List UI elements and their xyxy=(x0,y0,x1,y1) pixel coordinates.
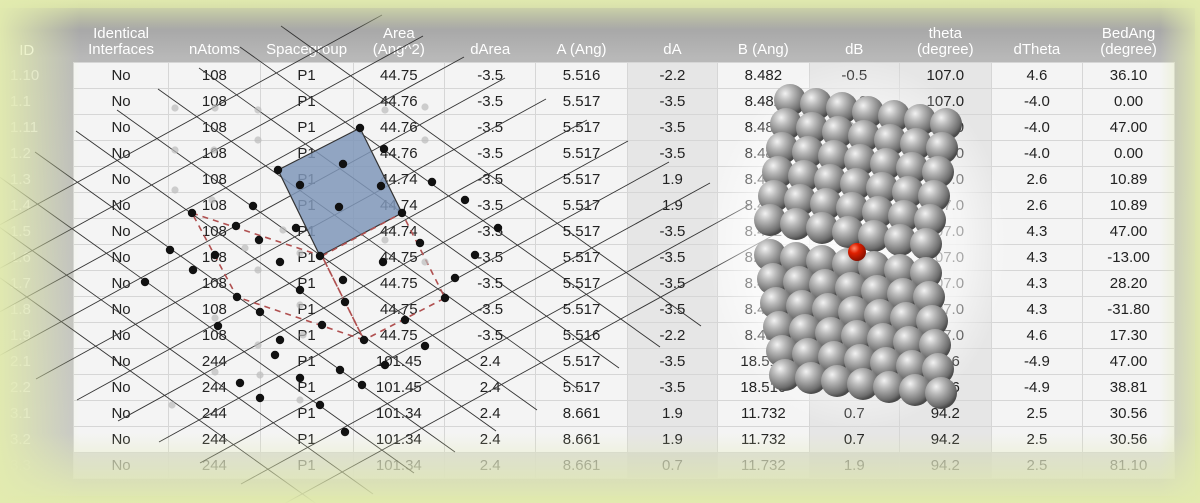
atom-sphere xyxy=(925,377,957,409)
atom-sphere xyxy=(848,243,866,261)
atom-sphere xyxy=(910,228,942,260)
